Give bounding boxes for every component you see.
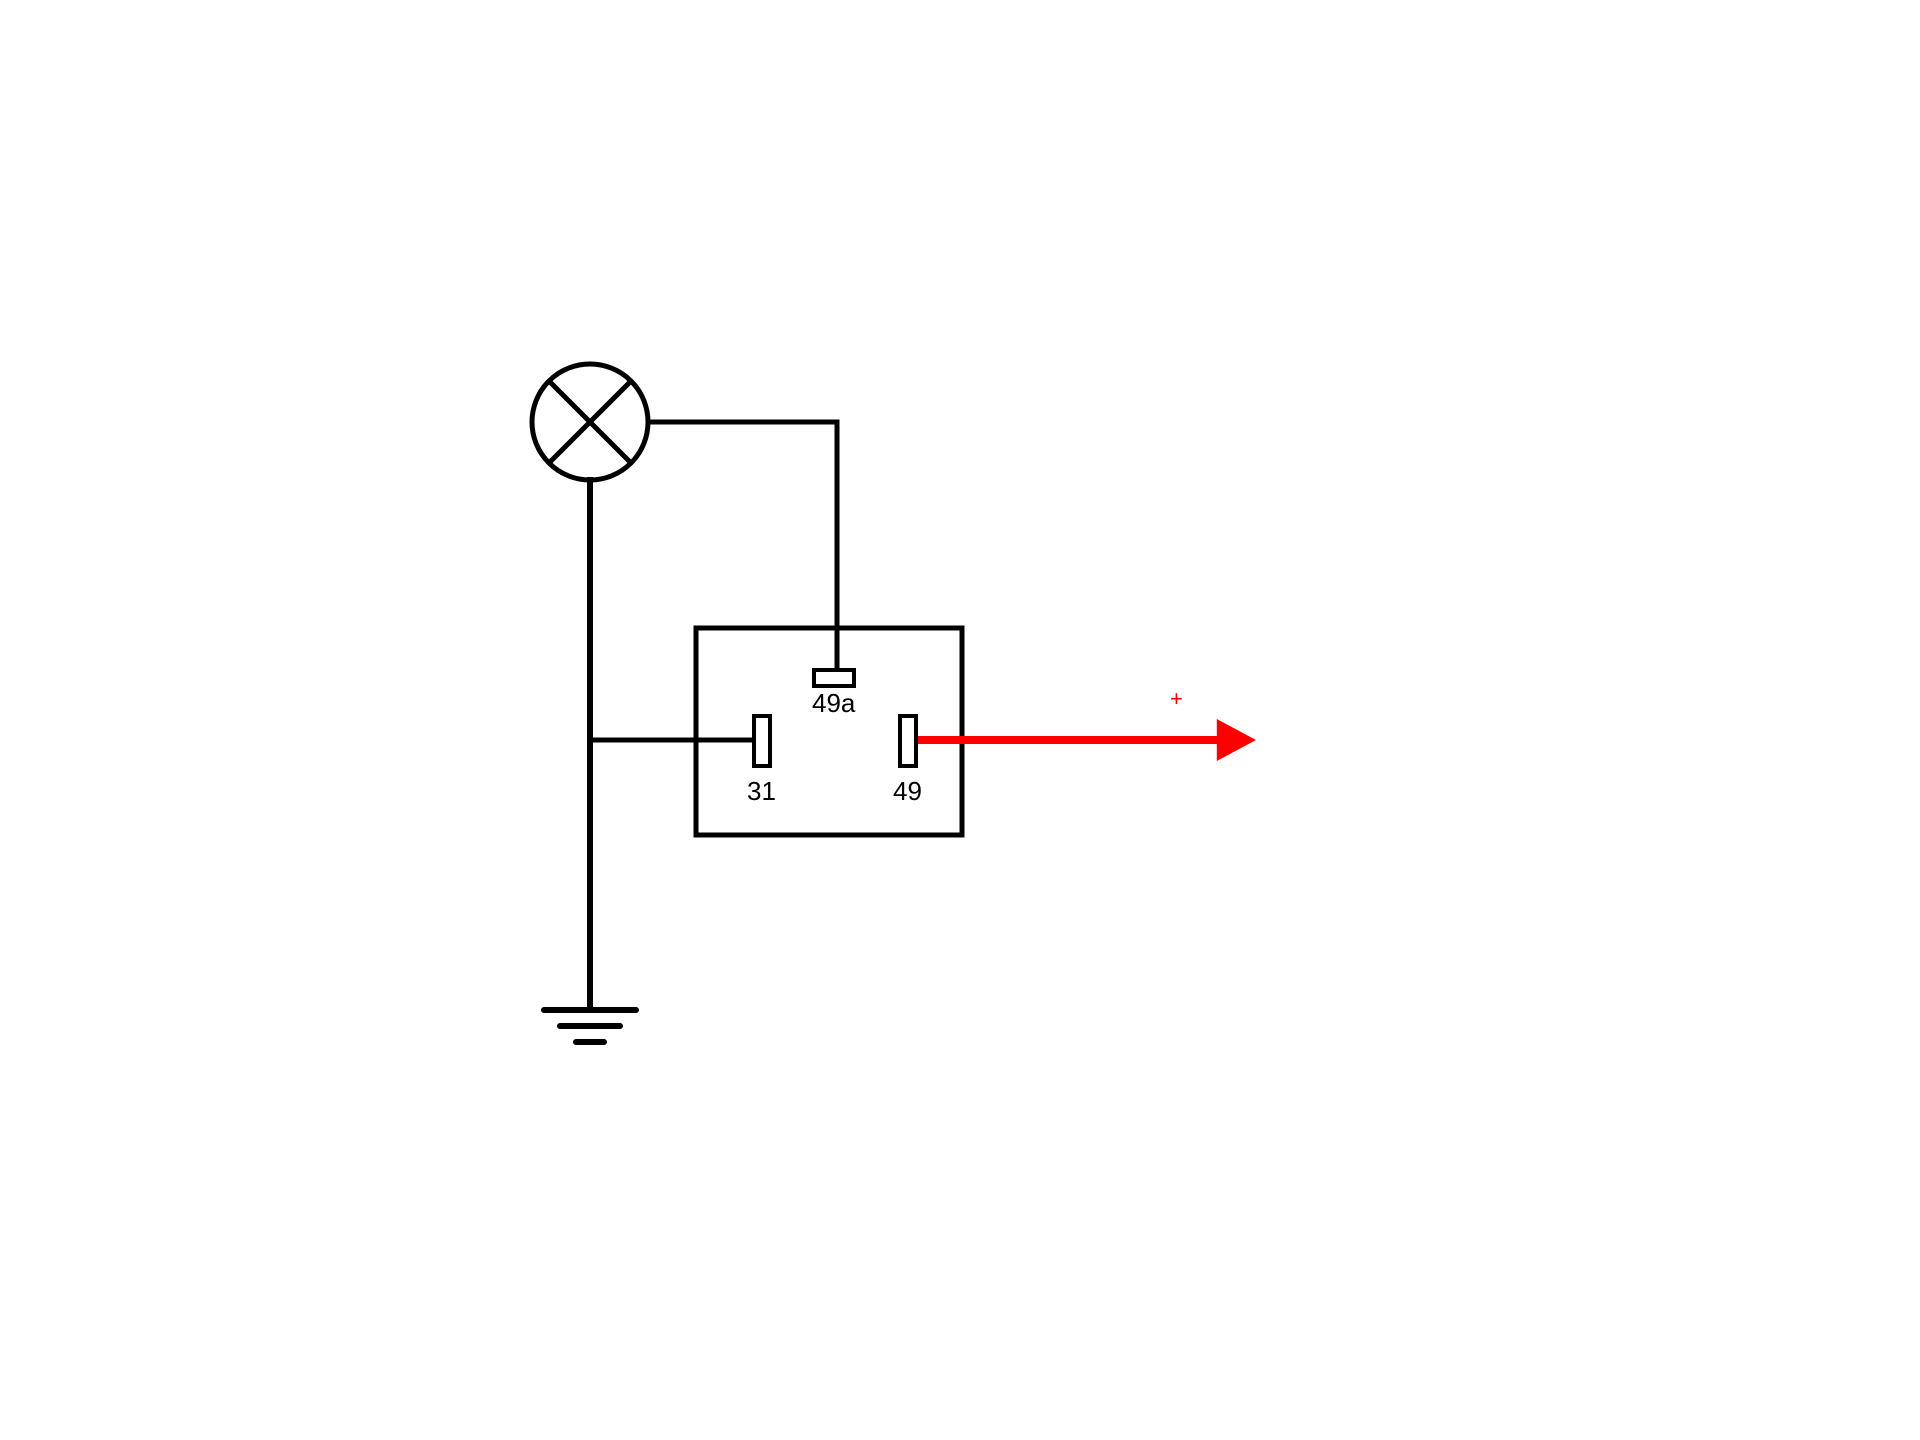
terminal-49-label: 49 bbox=[893, 776, 922, 806]
circuit-diagram: 49a 31 49 + bbox=[0, 0, 1920, 1440]
lamp-symbol bbox=[532, 364, 648, 480]
terminal-49 bbox=[900, 716, 916, 766]
terminal-31 bbox=[754, 716, 770, 766]
relay-box: 49a 31 49 bbox=[696, 628, 962, 835]
terminal-49a bbox=[814, 670, 854, 686]
terminal-49a-label: 49a bbox=[812, 688, 856, 718]
wire-lamp-to-49a bbox=[648, 422, 837, 668]
ground-symbol bbox=[544, 1010, 636, 1042]
terminal-31-label: 31 bbox=[747, 776, 776, 806]
positive-arrow: + bbox=[918, 686, 1256, 761]
positive-label: + bbox=[1170, 686, 1183, 711]
